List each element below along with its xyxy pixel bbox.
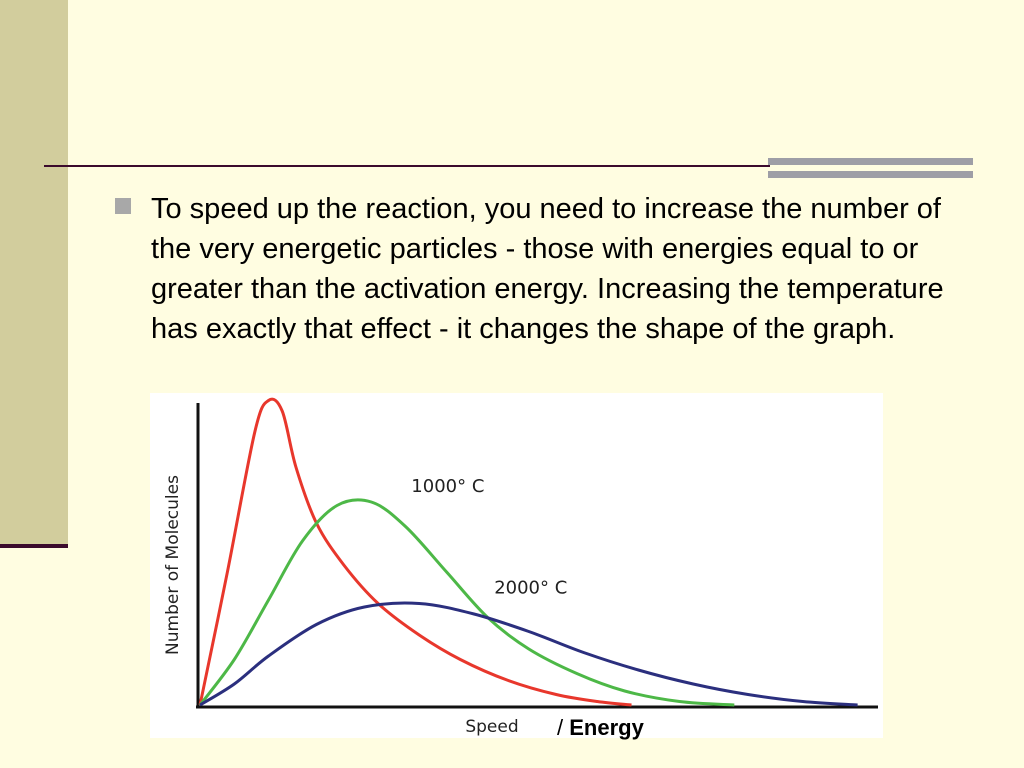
chart-svg: Number of Molecules Speed 0° C1000° C200… <box>163 397 878 737</box>
energy-label: / Energy <box>557 715 644 741</box>
x-axis-label: Speed <box>465 717 518 737</box>
series-line-2 <box>199 601 858 707</box>
bullet-square-icon <box>115 198 131 214</box>
series-line-0 <box>198 397 632 707</box>
side-bar-underline <box>0 544 68 548</box>
y-axis-label: Number of Molecules <box>163 475 183 655</box>
energy-slash: / <box>557 715 570 740</box>
speed-distribution-chart: Number of Molecules Speed 0° C1000° C200… <box>150 393 883 738</box>
series-label-2: 2000° C <box>494 578 567 599</box>
title-divider <box>44 165 770 167</box>
bullet-text: To speed up the reaction, you need to in… <box>151 193 944 345</box>
series-line-1 <box>198 498 735 707</box>
series-label-1: 1000° C <box>411 476 484 497</box>
side-bar <box>0 0 68 546</box>
energy-word: Energy <box>569 715 644 740</box>
accent-bar-bottom <box>768 171 973 178</box>
accent-bar-top <box>768 158 973 165</box>
